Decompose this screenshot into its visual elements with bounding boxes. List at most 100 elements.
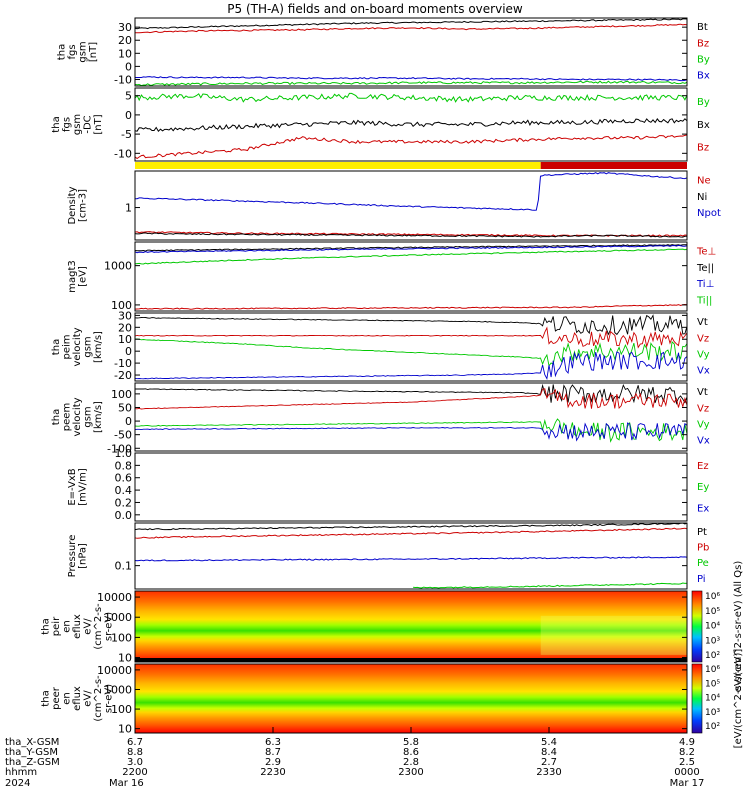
- series-line-bx: [134, 118, 688, 132]
- colorbar-tick-label: 10²: [705, 722, 720, 732]
- y-axis-label: eV/: [83, 618, 94, 635]
- series-line-bt: [134, 18, 688, 30]
- ephemeris-value: 8.6: [403, 747, 419, 758]
- ephemeris-value: 0000: [674, 767, 699, 778]
- legend-label: By: [697, 97, 710, 108]
- y-axis-label: peir: [51, 616, 62, 636]
- ephemeris-value: 8.8: [127, 747, 143, 758]
- y-tick-label: 100: [111, 631, 132, 644]
- ephemeris-value: 8.4: [541, 747, 557, 758]
- series-line-ti: [134, 244, 688, 254]
- legend-label: Bz: [697, 38, 709, 49]
- colorbar-tick-label: 10²: [705, 651, 720, 661]
- y-tick-label: 10: [118, 47, 132, 60]
- y-tick-label: 100: [111, 703, 132, 716]
- panel-frame: [134, 382, 688, 452]
- y-tick-label: 0.1: [115, 560, 133, 573]
- y-axis-label: gsm: [72, 114, 83, 135]
- y-axis-label: [km/s]: [93, 401, 104, 433]
- ephemeris-value: 2.7: [541, 757, 557, 768]
- ephemeris-row-label: tha_X-GSM: [5, 737, 59, 748]
- legend-label: Te⊥: [696, 246, 716, 257]
- legend-label: Vt: [697, 317, 708, 328]
- ephemeris-value: 2.5: [679, 757, 695, 768]
- panel-frame: [134, 17, 688, 87]
- series-line-vy: [134, 418, 688, 443]
- y-tick-label: -20: [114, 369, 132, 382]
- colorbar-tick-label: 10³: [705, 636, 720, 646]
- legend-label: Vy: [697, 420, 710, 431]
- series-line-bz: [134, 134, 688, 160]
- ephemeris-value: 4.9: [679, 737, 695, 748]
- series-line-by: [134, 80, 688, 87]
- y-tick-label: 0.2: [115, 496, 133, 509]
- y-axis-label: (cm^2-s-: [93, 603, 104, 650]
- colorbar: [691, 663, 703, 734]
- panel-2: -10 -5 0 5 tha fgs gsm -DC [nT] By Bx Bz: [51, 87, 710, 162]
- y-axis-label: eflux: [72, 614, 83, 639]
- y-axis-label: [cm-3]: [77, 189, 88, 222]
- panel-frame: [134, 241, 688, 312]
- series-line-vz: [134, 388, 688, 410]
- series-line-pb: [134, 527, 688, 539]
- ephemeris-value: 2300: [398, 767, 423, 778]
- colorbar-tick-label: 10⁴: [705, 622, 720, 632]
- y-tick-label: 10: [118, 723, 132, 736]
- legend-label: Vz: [697, 403, 709, 414]
- y-tick-label: -10: [114, 357, 132, 370]
- y-axis-label: [nT]: [88, 42, 99, 62]
- panel-9: 0.1 Pressure [nPa] Pt Pb Pe Pi: [67, 522, 709, 590]
- legend-label: By: [697, 55, 710, 66]
- y-axis-label: Density: [67, 186, 78, 224]
- y-axis-label: tha: [51, 339, 62, 355]
- y-axis-label: peim: [62, 334, 73, 359]
- y-axis-label: gsm: [77, 41, 88, 62]
- y-tick-label: 0: [125, 60, 132, 73]
- legend-label: Ex: [697, 503, 709, 514]
- y-tick-label: 100: [111, 299, 132, 312]
- series-line-by: [134, 92, 688, 103]
- y-tick-label: 100: [111, 388, 132, 401]
- series-line-vz: [134, 326, 688, 349]
- y-tick-label: 0.4: [115, 484, 133, 497]
- y-tick-label: 30: [118, 309, 132, 322]
- y-axis-label: [km/s]: [93, 331, 104, 363]
- y-tick-label: -50: [114, 429, 132, 442]
- y-tick-label: 0: [125, 109, 132, 122]
- ephemeris-value: 8.7: [265, 747, 281, 758]
- series-line-vy: [134, 338, 688, 367]
- ephemeris-row-label: hhmm: [5, 767, 37, 778]
- series-line-vx: [134, 351, 688, 380]
- ephemeris-value: 6.7: [127, 737, 143, 748]
- legend-label: Vt: [697, 387, 708, 398]
- colorbar: [691, 590, 703, 663]
- y-axis-label: tha: [41, 690, 52, 706]
- ephemeris-value: 2200: [122, 767, 147, 778]
- y-axis-label: eV/: [83, 690, 94, 707]
- y-tick-label: 0.8: [115, 459, 133, 472]
- legend-label: Te||: [696, 263, 714, 274]
- y-tick-label: -10: [114, 73, 132, 86]
- series-line-vx: [134, 422, 688, 442]
- panel-frame: [134, 590, 688, 663]
- series-line-npot: [135, 172, 688, 211]
- series-line-pe: [413, 582, 688, 589]
- panel-3: [135, 162, 687, 169]
- panel-11: 10² 10³ 10⁴ 10⁵ 10⁶ [eV/(cm^2-s-sr-eV)] 10 100 1…: [41, 649, 745, 749]
- y-tick-label: -5: [121, 128, 132, 141]
- heatmap-noise-region: [540, 615, 687, 655]
- colorbar-tick-label: 10⁴: [705, 694, 720, 704]
- legend-label: Bx: [697, 120, 710, 131]
- colorbar-tick-label: 10⁵: [705, 607, 720, 617]
- legend-label: Ti||: [696, 296, 712, 307]
- ephemeris-value: 3.0: [127, 757, 143, 768]
- y-axis-label: fgs: [62, 117, 73, 132]
- series-line-ti: [134, 248, 688, 265]
- colorbar-title: eV/(cm^2-s-sr-eV) (All Qs): [733, 561, 744, 693]
- y-axis-label: gsm: [83, 406, 94, 427]
- heatmap-field: [135, 664, 687, 733]
- y-tick-label: 1000: [104, 260, 132, 273]
